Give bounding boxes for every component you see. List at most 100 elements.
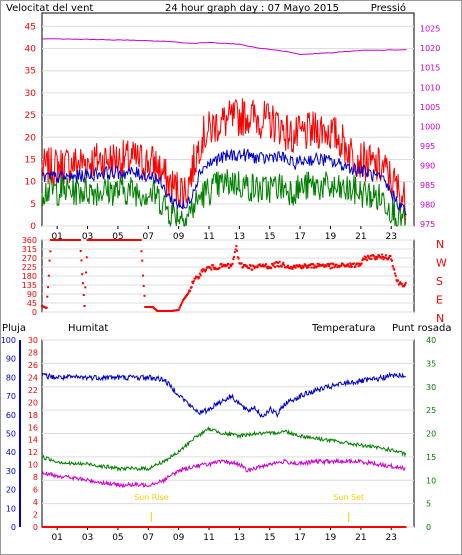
direction-point: [372, 254, 375, 257]
direction-point: [258, 263, 261, 266]
direction-point: [200, 269, 203, 272]
direction-point: [361, 259, 364, 262]
humidity-ticks: 0 10 20 30 40 50 60 70 80 90 100: [1, 336, 21, 532]
humidity-tick-label: 40: [6, 448, 16, 457]
compass-label: W: [436, 257, 447, 270]
direction-point: [275, 260, 278, 263]
direction-point: [310, 266, 313, 269]
direction-point: [190, 286, 193, 289]
direction-point: [48, 259, 51, 262]
direction-point: [79, 250, 82, 252]
direction-point: [341, 262, 344, 265]
direction-point: [298, 263, 301, 266]
direction-point: [229, 263, 232, 266]
direction-point: [387, 256, 390, 259]
hour-tick-label: 01: [51, 533, 62, 543]
direction-point: [299, 265, 302, 268]
direction-point: [312, 263, 315, 266]
direction-point: [228, 266, 231, 269]
pressure-line: [41, 38, 407, 56]
direction-point: [84, 286, 87, 289]
direction-point: [261, 263, 264, 266]
direction-point: [306, 264, 309, 267]
direction-point: [309, 263, 312, 266]
rain-axis-label: Pluja: [2, 323, 26, 334]
rain-tick-label: 2: [33, 511, 38, 520]
direction-point: [264, 263, 267, 266]
humidity-tick-label: 70: [6, 392, 16, 401]
direction-point: [252, 265, 255, 268]
hour-tick-label: 13: [234, 232, 245, 242]
pressure-tick-label: 985: [420, 181, 435, 190]
direction-point: [305, 266, 308, 269]
direction-point: [364, 257, 367, 260]
direction-point: [231, 262, 234, 265]
direction-point: [307, 266, 310, 269]
direction-point: [389, 254, 392, 257]
direction-point: [221, 265, 224, 268]
temperature-tick-label: 20: [426, 430, 436, 439]
direction-point: [142, 284, 145, 287]
hour-tick-label: 03: [82, 533, 93, 543]
direction-point: [240, 262, 243, 265]
direction-point: [277, 261, 280, 264]
direction-point: [403, 284, 406, 287]
direction-point: [212, 266, 215, 269]
direction-point: [213, 268, 216, 271]
humidity-tick-label: 50: [6, 430, 16, 439]
direction-point: [140, 250, 143, 253]
direction-point: [322, 264, 325, 267]
direction-point: [333, 266, 336, 269]
direction-point: [272, 264, 275, 267]
direction-point: [211, 264, 214, 267]
direction-point: [329, 267, 332, 270]
direction-point: [236, 249, 239, 252]
direction-point: [360, 262, 363, 265]
direction-point: [397, 279, 400, 282]
direction-tick-label: 45: [27, 299, 37, 308]
direction-point: [358, 262, 361, 265]
direction-point: [277, 265, 280, 268]
wind-speed-tick-label: 5: [30, 200, 36, 210]
direction-point: [273, 262, 276, 265]
pressure-tick-label: 1010: [420, 83, 440, 92]
direction-point: [199, 274, 202, 277]
direction-point: [369, 254, 372, 257]
hour-tick-label: 01: [51, 232, 62, 242]
direction-point: [331, 266, 334, 269]
temperature-tick-label: 30: [426, 383, 436, 392]
direction-point: [196, 275, 199, 278]
hour-tick-label: 17: [294, 232, 305, 242]
wind-speed-axis-label: Velocitat del vent: [6, 3, 93, 14]
direction-point: [381, 253, 384, 256]
direction-point: [350, 265, 353, 268]
temperature-tick-label: 25: [426, 406, 436, 415]
dew-point-axis-label: Punt rosada: [392, 323, 451, 334]
direction-point: [349, 262, 352, 265]
direction-point: [237, 257, 240, 260]
direction-point: [294, 266, 297, 269]
direction-point: [376, 256, 379, 259]
direction-point: [373, 257, 376, 260]
direction-point: [80, 259, 83, 262]
direction-point: [45, 307, 48, 309]
direction-point: [47, 286, 50, 289]
direction-tick-label: 90: [27, 290, 37, 299]
direction-point: [404, 281, 407, 284]
direction-point: [348, 265, 351, 268]
direction-point: [323, 265, 326, 268]
direction-point: [192, 280, 195, 283]
humidity-line: [41, 371, 406, 419]
direction-point: [232, 258, 235, 261]
direction-point: [332, 263, 335, 266]
direction-point: [324, 264, 327, 267]
humidity-tick-label: 100: [1, 336, 16, 345]
direction-point: [233, 251, 236, 254]
direction-point: [226, 264, 229, 267]
rain-tick-label: 8: [33, 473, 38, 482]
direction-point: [266, 267, 269, 270]
direction-point: [201, 270, 204, 273]
